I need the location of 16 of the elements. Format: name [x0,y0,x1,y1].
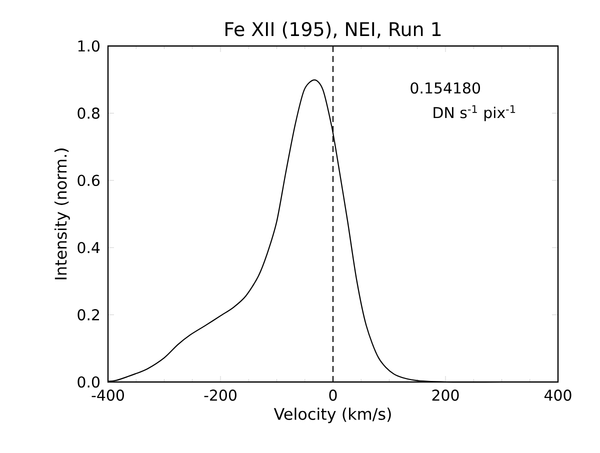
x-axis-title: Velocity (km/s) [274,408,391,424]
y-tick-label: 0.0 [78,376,100,388]
y-tick-label: 0.8 [78,108,100,119]
x-tick-label: -400 [92,390,124,401]
y-tick-label: 0.2 [78,309,99,320]
x-tick-label: 400 [544,390,572,401]
x-tick-label: -200 [204,390,236,401]
annotation: 0.154180 [410,82,480,94]
y-tick-label: 0.6 [78,174,100,186]
y-axis-title: Intensity (norm.) [54,148,70,280]
chart-title: Fe XII (195), NEI, Run 1 [226,22,441,39]
x-tick-label: 0 [329,390,337,401]
x-tick-label: 200 [432,390,459,401]
y-tick-label: 1.0 [78,40,100,52]
y-tick-label: 0.4 [78,242,100,254]
annotation: DN s$^{-1}$ pix$^{-1}$ [434,105,516,122]
